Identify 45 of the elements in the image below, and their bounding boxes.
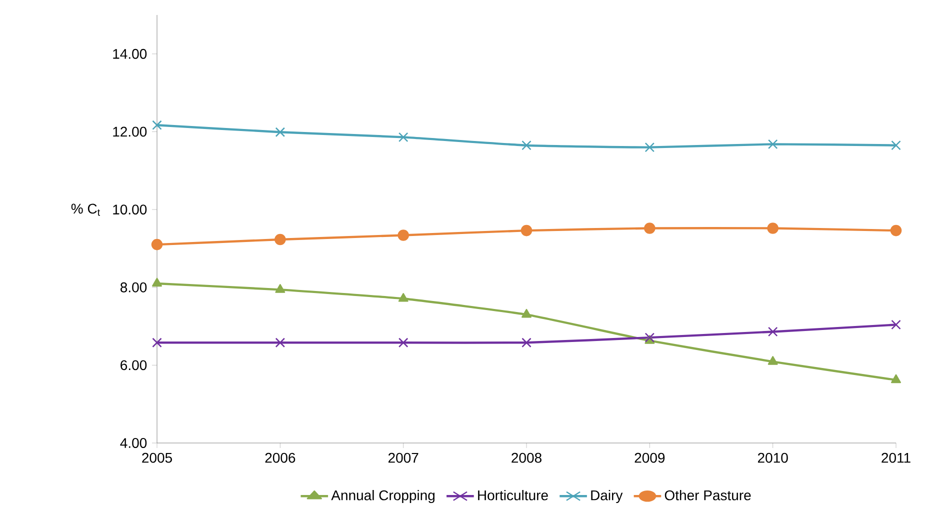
- point: [891, 374, 901, 384]
- y-tick-label: 8.00: [120, 282, 147, 292]
- x-tick-label: 2011: [882, 452, 910, 463]
- y-tick-label: 4.00: [120, 438, 147, 448]
- point: [891, 320, 901, 330]
- y-tick-label: 10.00: [113, 204, 147, 215]
- point: [890, 224, 902, 236]
- y-tick-label: 6.00: [120, 360, 147, 370]
- point: [891, 140, 901, 150]
- point: [151, 238, 163, 250]
- point: [398, 230, 409, 241]
- y-tick-label: 14.00: [113, 48, 147, 59]
- legend-label: Annual Cropping: [331, 490, 434, 504]
- legend-label: Dairy: [591, 490, 623, 504]
- point: [522, 338, 532, 348]
- y-axis-title: % C$_{t}$: [71, 204, 100, 216]
- point: [520, 224, 532, 236]
- legend-label: Horticulture: [478, 490, 548, 500]
- x-tick-label: 2005: [142, 452, 172, 463]
- point: [152, 120, 162, 130]
- point: [152, 278, 162, 287]
- point: [275, 127, 286, 138]
- point: [644, 332, 655, 342]
- point: [768, 326, 778, 337]
- x-tick-label: 2007: [388, 452, 418, 463]
- x-tick-label: 2006: [265, 452, 296, 463]
- x-tick-label: 2009: [634, 452, 665, 463]
- point: [398, 292, 408, 302]
- legend-label: Other Pasture: [664, 490, 751, 500]
- point: [767, 222, 778, 234]
- point: [644, 142, 655, 152]
- point: [275, 338, 286, 348]
- x-tick-label: 2010: [758, 452, 788, 463]
- point: [152, 338, 162, 348]
- point: [768, 139, 778, 150]
- point: [522, 308, 532, 318]
- point: [398, 132, 408, 142]
- point: [768, 356, 778, 365]
- point: [274, 234, 286, 246]
- y-tick-label: 12.00: [113, 126, 147, 137]
- x-tick-label: 2008: [512, 452, 542, 463]
- point: [398, 338, 408, 348]
- point: [522, 140, 532, 150]
- point: [275, 284, 286, 293]
- point: [644, 222, 656, 234]
